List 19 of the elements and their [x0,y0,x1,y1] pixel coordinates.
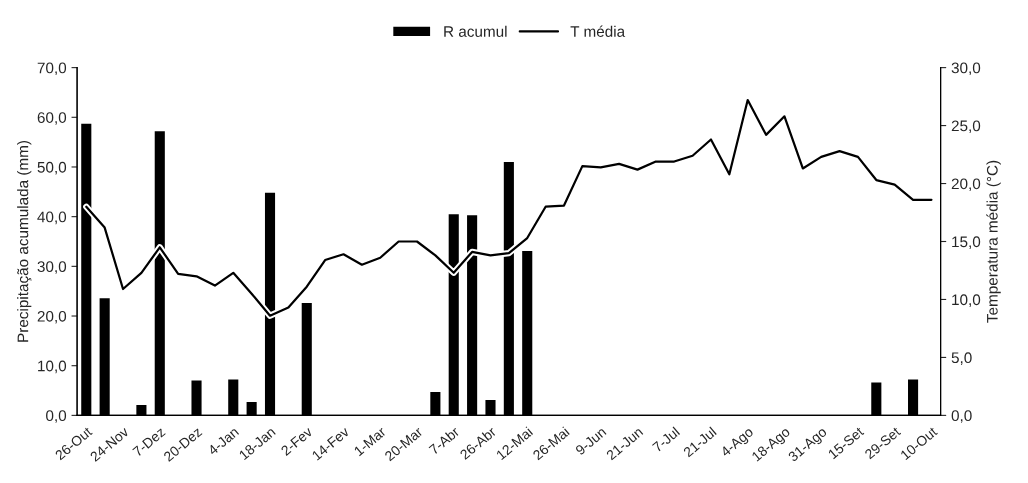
y2-tick-label: 25,0 [951,120,981,134]
y-tick-label: 0,0 [46,410,67,423]
y2-tick-label: 15,0 [952,236,981,249]
y-tick-label: 60,0 [37,112,67,125]
y-tick-label: 20,0 [37,310,67,324]
y-tick-label: 70,0 [37,62,67,76]
y2-tick-label: 10,0 [952,294,981,307]
y2-tick-label: 20,0 [951,178,981,192]
y-axis-title: Precipitação acumulada (mm) [17,140,32,342]
y-tick-label: 50,0 [37,161,67,175]
legend-label: T média [570,25,626,37]
y-tick-label: 40,0 [37,211,67,225]
y2-tick-label: 30,0 [951,62,981,76]
legend-label: R acumul [444,25,507,37]
y-tick-label: 10,0 [38,360,67,374]
y2-tick-label: 0,0 [951,410,972,423]
y-tick-label: 30,0 [37,261,67,274]
y2-axis-title: Temperatura média (°C) [986,160,1001,323]
y2-tick-label: 5,0 [951,352,972,365]
